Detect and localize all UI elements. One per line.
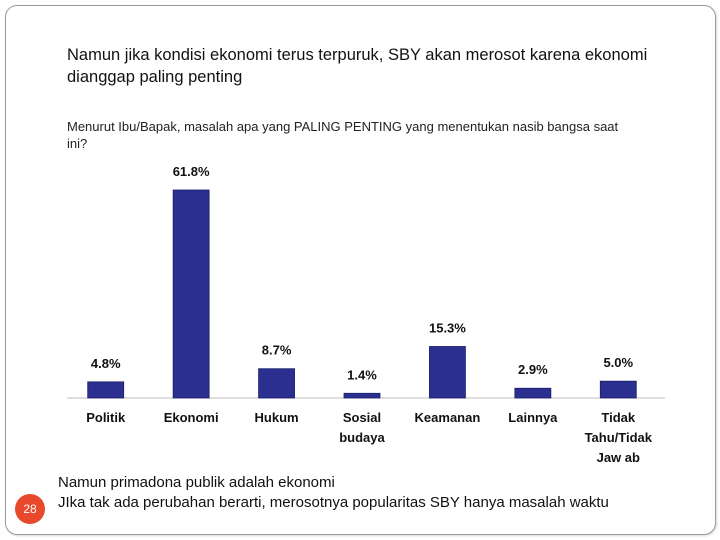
bar-value-label: 15.3% [429, 321, 466, 336]
bar [343, 392, 381, 399]
slide-number-badge: 28 [15, 494, 45, 524]
bar [514, 387, 552, 399]
category-label: budaya [339, 430, 385, 445]
category-label: Sosial [343, 410, 381, 425]
bar-value-label: 8.7% [262, 343, 292, 358]
bar [429, 346, 466, 399]
bar-value-label: 1.4% [347, 367, 377, 382]
bar-value-label: 4.8% [91, 356, 121, 371]
category-label: Hukum [255, 410, 299, 425]
bar [172, 189, 210, 399]
bar [87, 381, 125, 399]
bars-group [87, 189, 637, 399]
bar-value-label: 5.0% [603, 355, 633, 370]
category-label: Lainnya [508, 410, 558, 425]
category-label: Tahu/Tidak [585, 430, 653, 445]
category-label: Tidak [601, 410, 635, 425]
bar [599, 380, 637, 399]
category-label: Politik [86, 410, 126, 425]
category-label: Ekonomi [164, 410, 219, 425]
bar-value-label: 61.8% [173, 164, 210, 179]
slide-title: Namun jika kondisi ekonomi terus terpuru… [67, 46, 648, 86]
category-label: Jaw ab [597, 450, 640, 465]
footer-line-1: Namun primadona publik adalah ekonomi [58, 474, 335, 491]
value-labels-group: 4.8% 61.8% 8.7% 1.4% 15.3% 2.9% 5.0% [91, 164, 634, 382]
category-labels-group: Politik Ekonomi Hukum Sosial budaya Keamanan L… [86, 410, 653, 465]
footer-text: Namun primadona publik adalah ekonomi JI… [58, 473, 708, 513]
bar [258, 368, 295, 399]
chart-question: Menurut Ibu/Bapak, masalah apa yang PALI… [67, 119, 619, 151]
category-label: Keamanan [415, 410, 481, 425]
slide-frame [5, 5, 716, 535]
footer-line-2: JIka tak ada perubahan berarti, merosotn… [58, 494, 609, 511]
bar-value-label: 2.9% [518, 362, 548, 377]
